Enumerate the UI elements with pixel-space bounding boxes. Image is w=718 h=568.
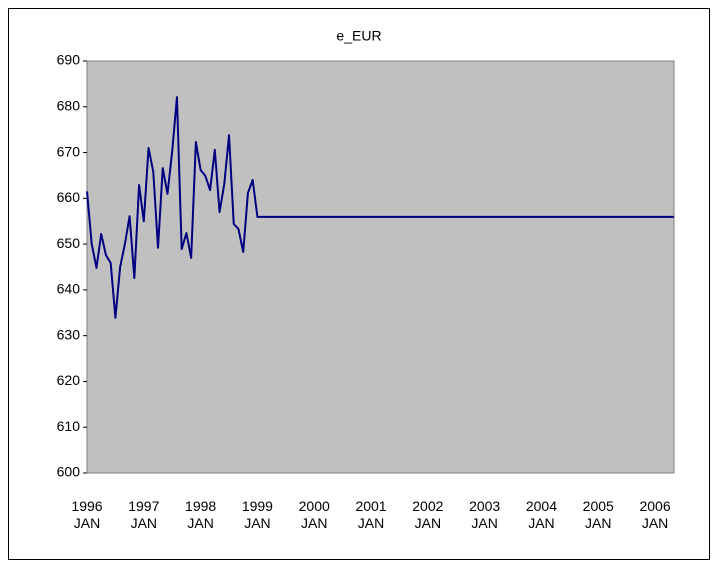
x-tick-label: 1997 JAN xyxy=(128,498,159,531)
y-tick-label: 660 xyxy=(57,189,81,205)
line-series xyxy=(86,96,674,319)
y-tick-label: 690 xyxy=(57,52,81,68)
y-tick-label: 640 xyxy=(57,281,81,297)
y-tick-label: 680 xyxy=(57,97,81,113)
y-tick-label: 670 xyxy=(57,143,81,159)
x-tick-label: 2005 JAN xyxy=(583,498,614,531)
chart-title: e_EUR xyxy=(336,28,381,44)
y-tick-label: 630 xyxy=(57,326,81,342)
x-tick-label: 2000 JAN xyxy=(299,498,330,531)
x-tick-label: 2001 JAN xyxy=(355,498,386,531)
y-tick-label: 650 xyxy=(57,235,81,251)
x-tick-label: 2004 JAN xyxy=(526,498,557,531)
x-tick-label: 1998 JAN xyxy=(185,498,216,531)
x-tick-label: 1996 JAN xyxy=(71,498,102,531)
x-tick-label: 2002 JAN xyxy=(412,498,443,531)
y-tick-label: 610 xyxy=(57,418,81,434)
plot-area xyxy=(86,60,675,474)
x-tick-label: 2006 JAN xyxy=(639,498,670,531)
y-tick-label: 600 xyxy=(57,464,81,480)
x-tick-label: 2003 JAN xyxy=(469,498,500,531)
y-tick-label: 620 xyxy=(57,372,81,388)
x-tick-label: 1999 JAN xyxy=(242,498,273,531)
